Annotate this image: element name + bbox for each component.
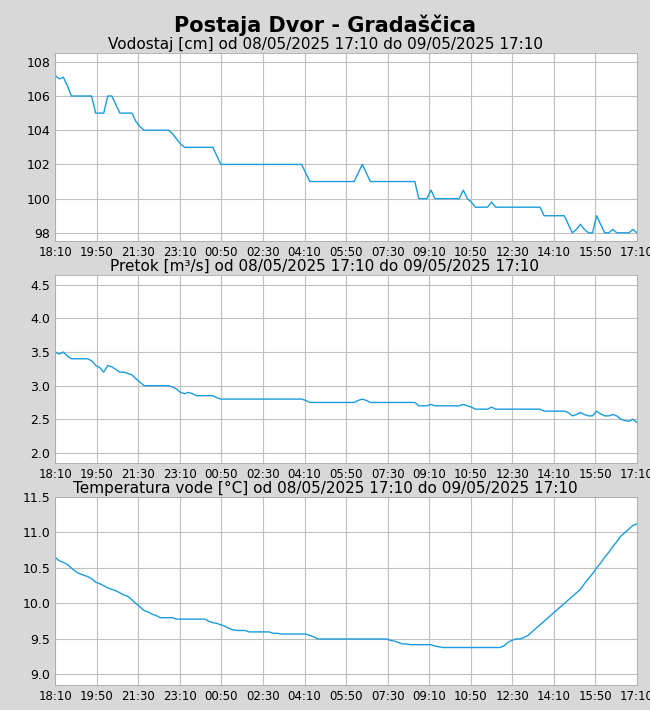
Text: Postaja Dvor - Gradaščica: Postaja Dvor - Gradaščica — [174, 15, 476, 36]
Text: Vodostaj [cm] od 08/05/2025 17:10 do 09/05/2025 17:10: Vodostaj [cm] od 08/05/2025 17:10 do 09/… — [107, 37, 543, 52]
Text: Temperatura vode [°C] od 08/05/2025 17:10 do 09/05/2025 17:10: Temperatura vode [°C] od 08/05/2025 17:1… — [73, 481, 577, 496]
Text: Pretok [m³/s] od 08/05/2025 17:10 do 09/05/2025 17:10: Pretok [m³/s] od 08/05/2025 17:10 do 09/… — [111, 259, 540, 274]
